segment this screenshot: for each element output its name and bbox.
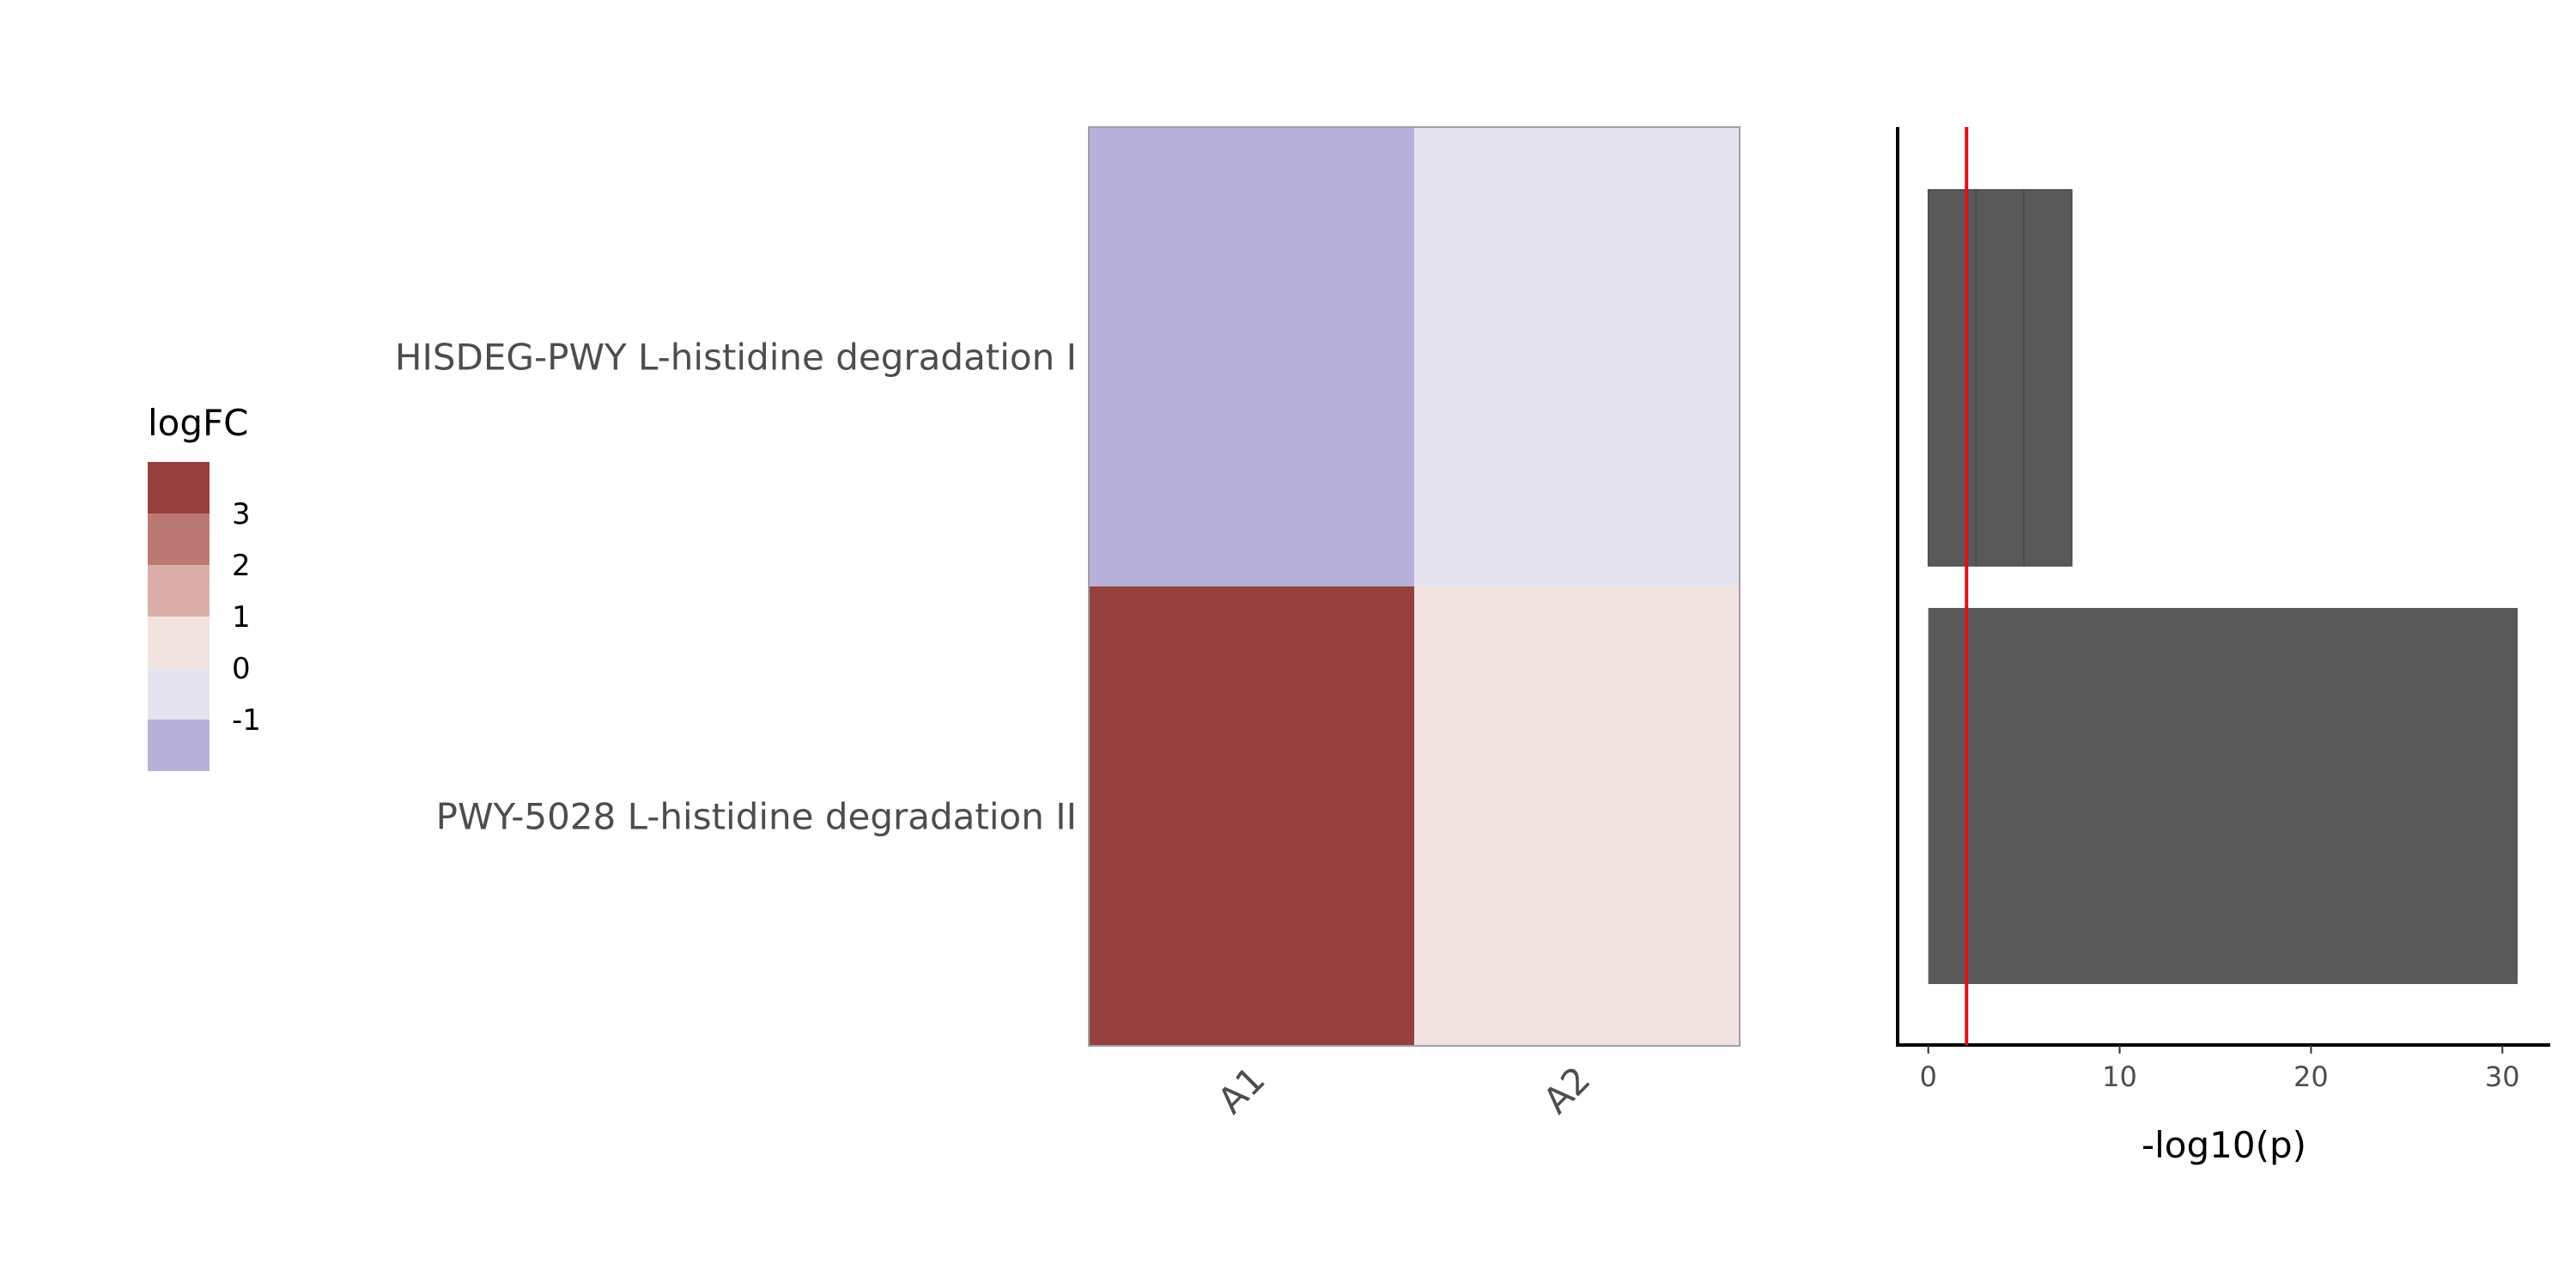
legend-swatch	[148, 565, 210, 617]
x-axis-title: -log10(p)	[2142, 1124, 2306, 1166]
row-label: HISDEG-PWY L-histidine degradation I	[395, 337, 1077, 379]
x-tick-label: 0	[1919, 1060, 1936, 1093]
legend-label: 2	[232, 549, 251, 583]
bars	[1927, 189, 2518, 984]
bar-segment	[1927, 189, 1978, 567]
heatmap-border	[1088, 126, 1741, 1047]
heatmap-cells	[1089, 127, 1740, 1046]
bar-segment	[1975, 189, 2025, 567]
legend-label: -1	[232, 703, 261, 738]
x-tick-label: 10	[2102, 1060, 2137, 1093]
legend-label: 1	[232, 600, 251, 635]
heatmap: HISDEG-PWY L-histidine degradation I PWY-…	[395, 126, 1741, 1121]
legend-swatch	[148, 668, 210, 720]
bar-chart: 0 10 20 30 -log10(p)	[1896, 127, 2550, 1166]
legend-swatch	[148, 720, 210, 771]
row-label: PWY-5028 L-histidine degradation II	[436, 796, 1077, 838]
col-labels: A1 A2	[1210, 1058, 1599, 1121]
x-tick-label: 30	[2485, 1060, 2520, 1093]
heatmap-cell	[1414, 127, 1740, 586]
bar-segment	[2023, 189, 2073, 567]
legend-title: logFC	[148, 402, 249, 444]
heatmap-cell	[1089, 586, 1414, 1046]
x-ticks: 0 10 20 30	[1919, 1045, 2520, 1093]
x-tick-label: 20	[2293, 1060, 2329, 1093]
legend-label: 0	[232, 652, 251, 686]
legend-swatch	[148, 513, 210, 565]
col-label: A1	[1210, 1058, 1273, 1121]
legend-swatch	[148, 462, 210, 513]
legend-label: 3	[232, 497, 251, 532]
legend-labels: 3 2 1 0 -1	[232, 497, 261, 738]
legend: logFC 3 2 1 0 -1	[148, 402, 261, 771]
heatmap-cell	[1414, 586, 1740, 1046]
row-labels: HISDEG-PWY L-histidine degradation I PWY-…	[395, 337, 1077, 838]
legend-swatches	[148, 462, 210, 771]
legend-swatch	[148, 617, 210, 668]
col-label: A2	[1535, 1058, 1599, 1121]
heatmap-cell	[1089, 127, 1414, 586]
bar-segment	[1928, 608, 2518, 984]
